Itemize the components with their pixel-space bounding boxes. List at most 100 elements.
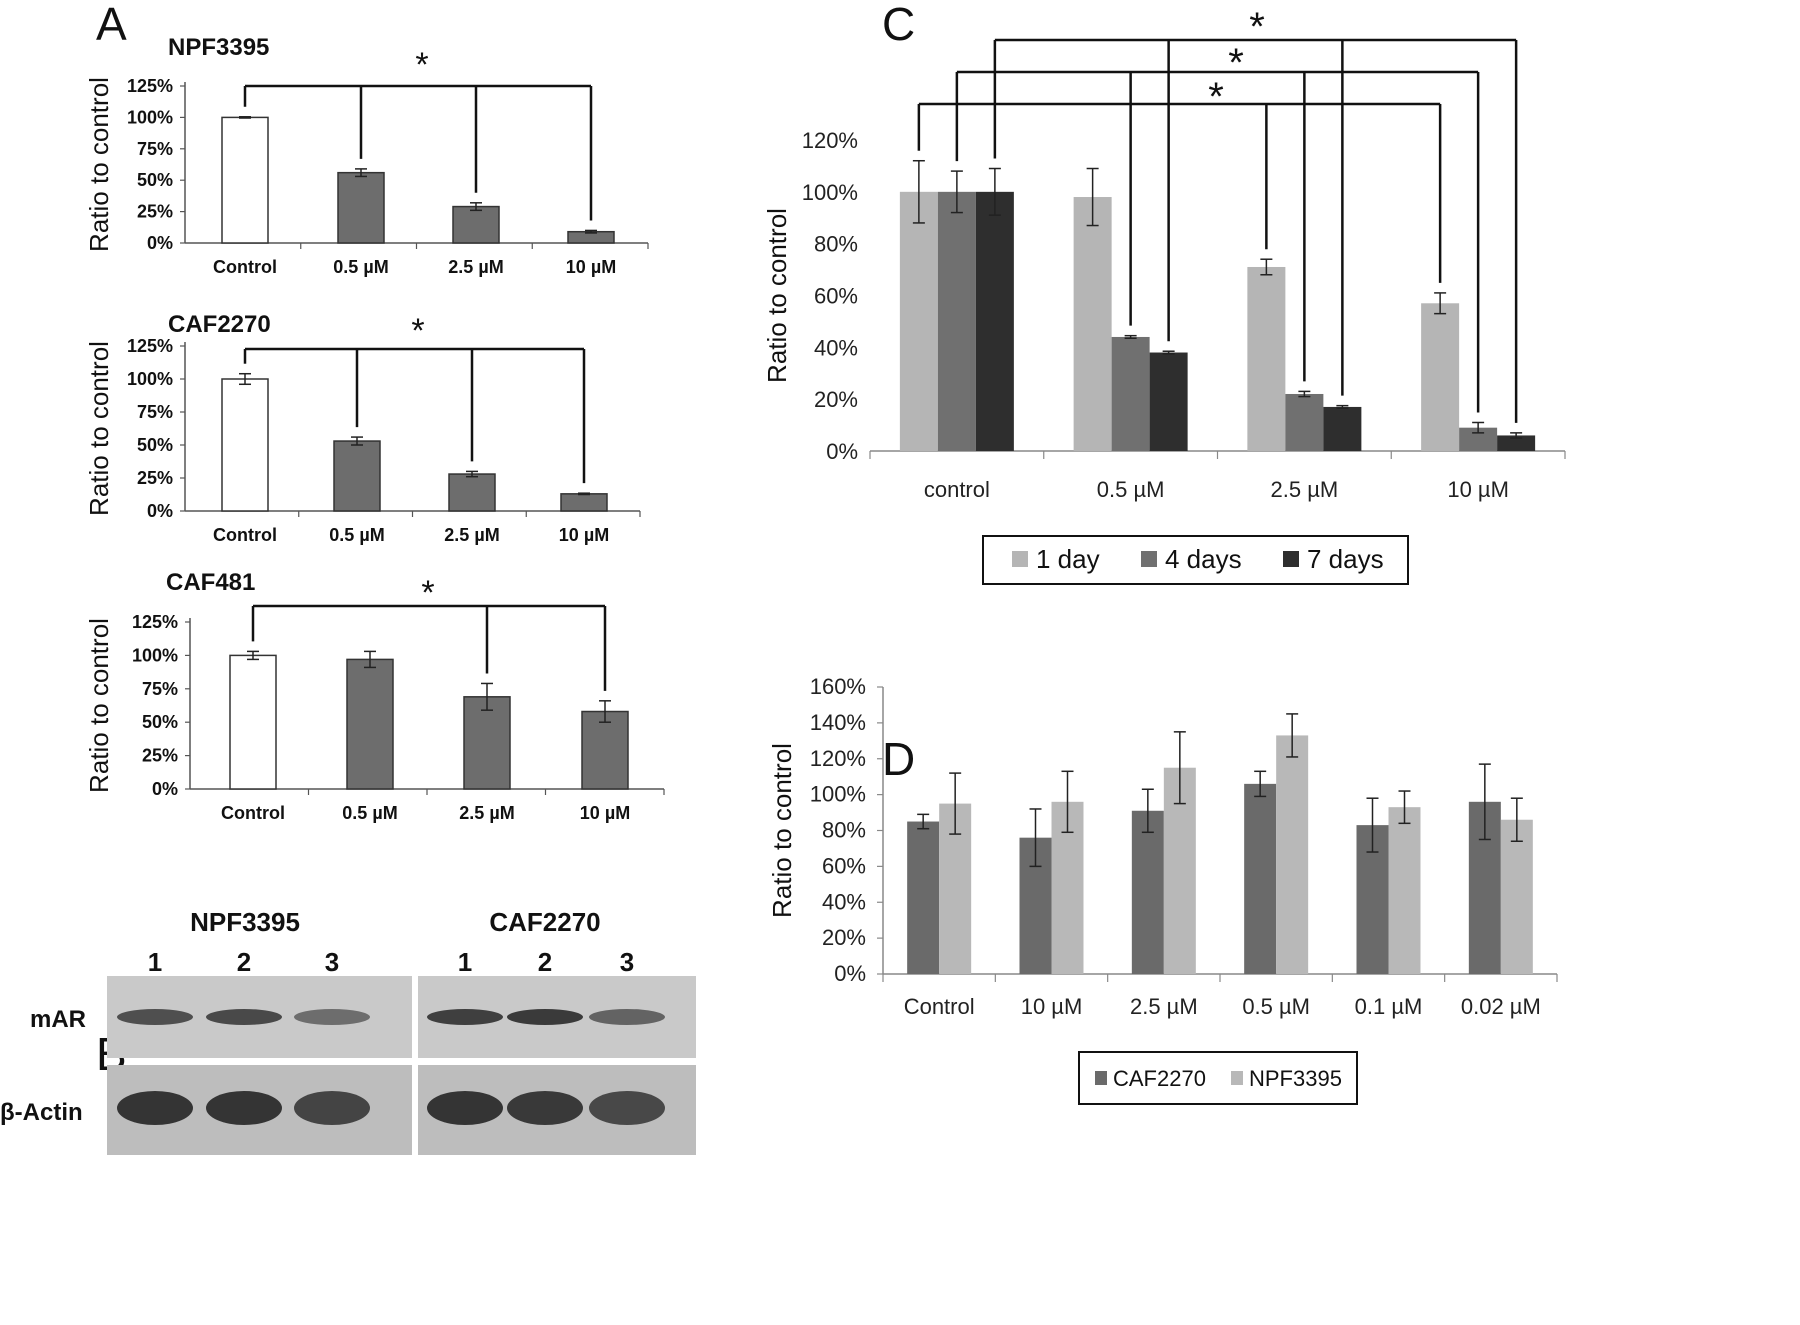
y-tick-label: 125% [127, 336, 173, 356]
bar [1131, 810, 1164, 974]
blot-band [427, 1091, 503, 1125]
legend-swatch [1283, 551, 1299, 567]
bar [937, 191, 976, 452]
panel-label-a: A [96, 0, 127, 50]
lane-number: 2 [237, 947, 251, 977]
y-tick-label: 25% [142, 746, 178, 766]
bar [229, 654, 277, 790]
y-tick-label: 50% [137, 435, 173, 455]
y-tick-label: 0% [147, 233, 173, 253]
bar [1244, 783, 1277, 974]
chart-title: CAF2270 [168, 311, 271, 338]
y-tick-label: 100% [127, 107, 173, 127]
y-tick-label: 100% [127, 369, 173, 389]
x-tick-label: 10 µM [1021, 994, 1083, 1019]
x-tick-label: Control [221, 803, 285, 823]
western-blot: NPF3395 CAF2270 1 2 3 1 2 3 mAR β-Actin [0, 907, 696, 1155]
bar [337, 171, 385, 244]
bar [560, 493, 608, 512]
significance-star: * [1208, 75, 1224, 119]
bar [221, 116, 269, 244]
x-tick-label: 0.5 µM [333, 257, 388, 277]
y-axis-label: Ratio to control [767, 743, 797, 918]
chart-npf3395: NPF3395 Ratio to control 0% 25% 50% 75% 100% 12… [84, 34, 649, 277]
x-tick-label: 10 µM [559, 525, 609, 545]
x-tick-label: Control [213, 525, 277, 545]
blot-band [117, 1009, 193, 1025]
bar [975, 191, 1014, 452]
blot-band [206, 1009, 282, 1025]
blot-band [206, 1091, 282, 1125]
bar [333, 440, 381, 512]
blot-row-label: β-Actin [0, 1099, 83, 1126]
blot-band [294, 1091, 370, 1125]
y-tick-label: 80% [822, 818, 866, 843]
bar [1323, 406, 1362, 451]
y-tick-label: 120% [802, 128, 858, 153]
blot-band [507, 1091, 583, 1125]
y-tick-label: 25% [137, 468, 173, 488]
y-tick-label: 50% [142, 712, 178, 732]
y-tick-label: 80% [814, 232, 858, 257]
significance-star: * [415, 46, 428, 84]
y-tick-label: 100% [802, 180, 858, 205]
legend-box [982, 535, 1409, 585]
bar [907, 821, 940, 974]
bar [1497, 435, 1536, 451]
significance-star: * [411, 312, 424, 350]
y-tick-label: 100% [132, 645, 178, 665]
y-tick-label: 75% [137, 139, 173, 159]
chart-caf481: CAF481 Ratio to control 0% 25% 50% 75% 100% 125… [84, 569, 665, 823]
bar [452, 205, 500, 244]
panel-label-c: C [882, 0, 915, 50]
chart-title: CAF481 [166, 569, 255, 596]
bar [1149, 352, 1188, 451]
y-tick-label: 120% [810, 746, 866, 771]
significance-star: * [1249, 5, 1265, 49]
legend-label: NPF3395 [1249, 1066, 1342, 1091]
x-tick-label: 0.5 µM [1097, 477, 1165, 502]
y-tick-label: 60% [822, 853, 866, 878]
y-tick-label: 40% [822, 889, 866, 914]
lane-number: 1 [458, 947, 472, 977]
y-tick-label: 160% [810, 674, 866, 699]
y-tick-label: 75% [142, 679, 178, 699]
y-tick-label: 75% [137, 402, 173, 422]
y-tick-label: 125% [127, 76, 173, 96]
x-tick-label: 2.5 µM [448, 257, 503, 277]
chart-dose-comparison: Ratio to control 0% 20% 40% 60% 80% 100% 120% 14… [767, 674, 1558, 1105]
y-tick-label: 20% [822, 925, 866, 950]
x-tick-label: 0.1 µM [1355, 994, 1423, 1019]
bar [1285, 393, 1324, 451]
bar [1500, 819, 1533, 974]
y-tick-label: 20% [814, 387, 858, 412]
lane-number: 3 [620, 947, 634, 977]
blot-band [507, 1009, 583, 1025]
x-tick-label: 0.02 µM [1461, 994, 1541, 1019]
bar [221, 378, 269, 512]
y-axis-label: Ratio to control [84, 77, 114, 252]
bar [463, 696, 511, 790]
y-tick-label: 125% [132, 612, 178, 632]
bar [1421, 303, 1460, 451]
blot-band [117, 1091, 193, 1125]
y-tick-label: 25% [137, 202, 173, 222]
x-tick-label: 0.5 µM [1242, 994, 1310, 1019]
bar [1388, 807, 1421, 974]
x-tick-label: 2.5 µM [1130, 994, 1198, 1019]
legend-label: CAF2270 [1113, 1066, 1206, 1091]
blot-band [589, 1009, 665, 1025]
x-tick-label: 0.5 µM [329, 525, 384, 545]
panel-label-d: D [882, 733, 915, 785]
y-axis-label: Ratio to control [84, 618, 114, 793]
chart-title: NPF3395 [168, 34, 269, 61]
bar [899, 191, 938, 452]
lane-number: 2 [538, 947, 552, 977]
x-tick-label: 2.5 µM [444, 525, 499, 545]
x-tick-label: Control [904, 994, 975, 1019]
blot-band [427, 1009, 503, 1025]
legend-label: 7 days [1307, 544, 1384, 574]
bar [1247, 266, 1286, 451]
y-tick-label: 140% [810, 710, 866, 735]
